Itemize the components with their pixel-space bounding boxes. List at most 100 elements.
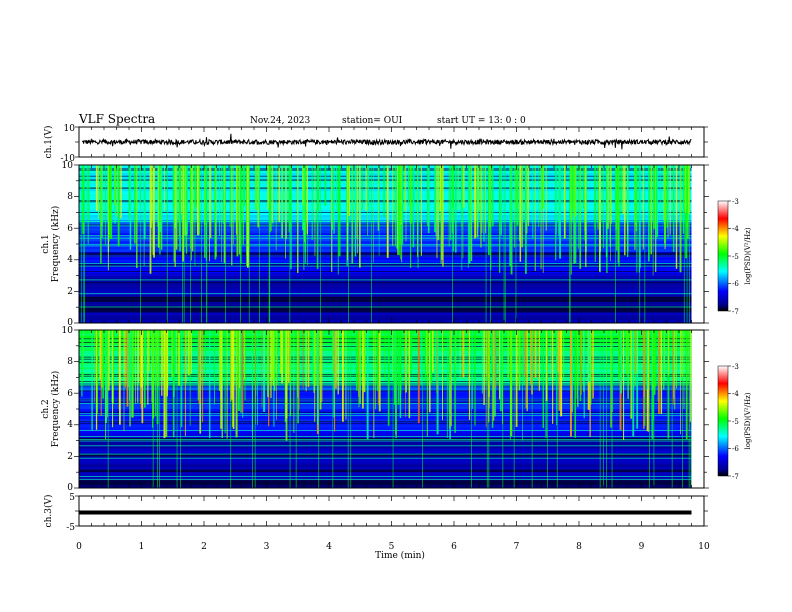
spectrogram-hline	[79, 308, 692, 310]
spectrogram-vline	[84, 165, 85, 323]
spectrogram-band	[79, 424, 692, 428]
spectrogram-streak	[119, 330, 121, 425]
spectrogram-streak	[99, 330, 102, 380]
spectrogram-streak	[314, 165, 316, 256]
spectrogram-band	[79, 188, 692, 192]
spectrogram-band	[79, 178, 692, 182]
spectrogram-streak	[514, 165, 516, 248]
spectrogram-vline	[269, 165, 271, 323]
spectrogram-streak	[510, 165, 513, 275]
spectrogram-hline	[79, 300, 692, 302]
spectrogram-streak	[594, 165, 596, 262]
spectrogram-streak	[106, 330, 108, 413]
spectrogram-streak	[171, 330, 173, 377]
spectrogram-hline	[79, 221, 692, 223]
spectrogram-vline	[603, 330, 604, 488]
spectrogram-vline	[166, 165, 168, 323]
spectrogram-band	[79, 165, 692, 168]
spectrogram-band	[79, 317, 692, 321]
spectrogram-streak	[483, 165, 485, 242]
spectrogram-streak	[612, 330, 613, 413]
spectrogram-streak	[261, 330, 263, 408]
spectrogram-streak	[446, 330, 448, 438]
spectrogram-streak	[276, 330, 277, 420]
spectrogram-vline	[320, 165, 321, 323]
spectrogram-streak	[660, 330, 663, 414]
spectrogram-vline	[683, 165, 685, 323]
spectrogram-band	[79, 453, 692, 457]
spectrogram-streak	[105, 165, 106, 246]
spectrogram-band	[79, 186, 692, 189]
spectrogram-streak	[172, 330, 175, 438]
spectrogram-band	[79, 215, 692, 218]
spectrogram-band	[79, 409, 692, 412]
spectrogram-band	[79, 411, 692, 415]
spectrogram-streak	[273, 330, 276, 391]
spectrogram-streak	[675, 165, 678, 269]
spectrogram-streak	[276, 330, 279, 385]
spectrogram-streak	[272, 330, 275, 386]
ch1-colorbar	[717, 200, 729, 312]
spectrogram-streak	[240, 330, 242, 413]
spectrogram-streak	[650, 165, 652, 255]
spectrogram-streak	[263, 330, 265, 379]
spectrogram-streak	[108, 165, 111, 237]
spectrogram-streak	[107, 165, 109, 271]
ch1-ytick-2: 2	[67, 287, 73, 297]
spectrogram-streak	[563, 165, 566, 239]
spectrogram-streak	[556, 330, 558, 426]
spectrogram-streak	[401, 165, 404, 245]
spectrogram-streak	[163, 330, 166, 439]
spectrogram-vline	[348, 165, 349, 323]
spectrogram-streak	[545, 165, 547, 231]
spectrogram-streak	[197, 330, 199, 401]
spectrogram-streak	[621, 165, 623, 205]
spectrogram-band	[79, 385, 692, 389]
spectrogram-streak	[459, 330, 461, 379]
spectrogram-streak	[112, 330, 114, 428]
spectrogram-band	[79, 172, 692, 176]
spectrogram-hline	[79, 254, 692, 255]
spectrogram-streak	[333, 330, 335, 418]
spectrogram-streak	[493, 330, 495, 421]
spectrogram-streak	[541, 165, 543, 210]
spectrogram-streak	[297, 330, 299, 398]
spectrogram-hline	[79, 399, 692, 401]
spectrogram-streak	[474, 330, 476, 426]
spectrogram-streak	[153, 165, 155, 258]
spectrogram-vline	[649, 330, 650, 488]
spectrogram-streak	[468, 330, 471, 420]
spectrogram-vline	[289, 165, 291, 323]
spectrogram-streak	[305, 330, 307, 387]
spectrogram-hline	[79, 430, 692, 431]
spectrogram-streak	[166, 330, 168, 397]
spectrogram-streak	[231, 330, 233, 400]
spectrogram-band	[79, 207, 692, 211]
spectrogram-streak	[462, 165, 464, 259]
spectrogram-streak	[606, 165, 609, 229]
spectrogram-streak	[583, 165, 584, 209]
spectrogram-streak	[471, 330, 473, 409]
ch1-spectrogram-ylabel-line2: Frequency (kHz)	[50, 206, 61, 283]
spectrogram-streak	[491, 330, 494, 428]
x-tick-label: 2	[201, 542, 207, 552]
spectrogram-hline	[79, 224, 692, 226]
figure-title: VLF Spectra	[78, 112, 155, 126]
spectrogram-streak	[685, 330, 688, 440]
spectrogram-streak	[434, 330, 436, 380]
spectrogram-streak	[377, 165, 380, 231]
spectrogram-streak	[436, 330, 439, 435]
spectrogram-streak	[338, 165, 341, 257]
spectrogram-streak	[507, 330, 510, 379]
spectrogram-streak	[367, 165, 369, 236]
spectrogram-hline	[79, 237, 692, 239]
spectrogram-streak	[333, 165, 335, 234]
spectrogram-band	[79, 286, 692, 290]
spectrogram-streak	[571, 165, 573, 216]
spectrogram-streak	[651, 330, 654, 439]
spectrogram-vline	[183, 165, 185, 323]
spectrogram-band	[79, 312, 692, 316]
spectrogram-vline	[157, 330, 158, 488]
spectrogram-streak	[194, 165, 196, 266]
spectrogram-streak	[680, 330, 681, 435]
